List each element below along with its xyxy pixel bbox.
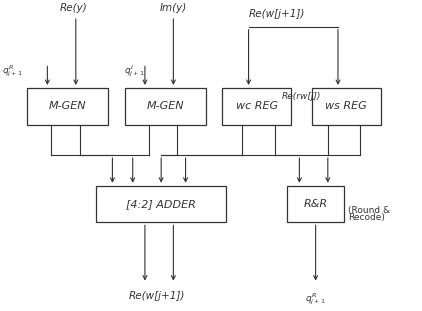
Bar [311,88,381,125]
Text: M-GEN: M-GEN [49,101,87,111]
Text: $q^R_{j+1}$: $q^R_{j+1}$ [305,291,326,307]
Text: $q^R_{j+1}$: $q^R_{j+1}$ [2,63,23,79]
Text: $q^I_{j+1}$: $q^I_{j+1}$ [124,63,145,79]
Text: Im(y): Im(y) [160,3,187,13]
Text: wc REG: wc REG [235,101,278,111]
Bar [124,88,206,125]
Text: Re(y): Re(y) [60,3,88,13]
Bar [222,88,291,125]
Text: Re(w[j+1]): Re(w[j+1]) [129,291,185,301]
Text: [4:2] ADDER: [4:2] ADDER [126,199,196,209]
Text: ws REG: ws REG [325,101,367,111]
Text: Re(w[j+1]): Re(w[j+1]) [249,9,305,19]
Bar [287,186,344,222]
Bar [27,88,108,125]
Text: Re(rw[j]): Re(rw[j]) [282,92,321,101]
Text: M-GEN: M-GEN [146,101,184,111]
Text: R&R: R&R [303,199,328,209]
Bar [96,186,226,222]
Text: Recode): Recode) [348,213,385,222]
Text: (Round &: (Round & [348,206,390,215]
